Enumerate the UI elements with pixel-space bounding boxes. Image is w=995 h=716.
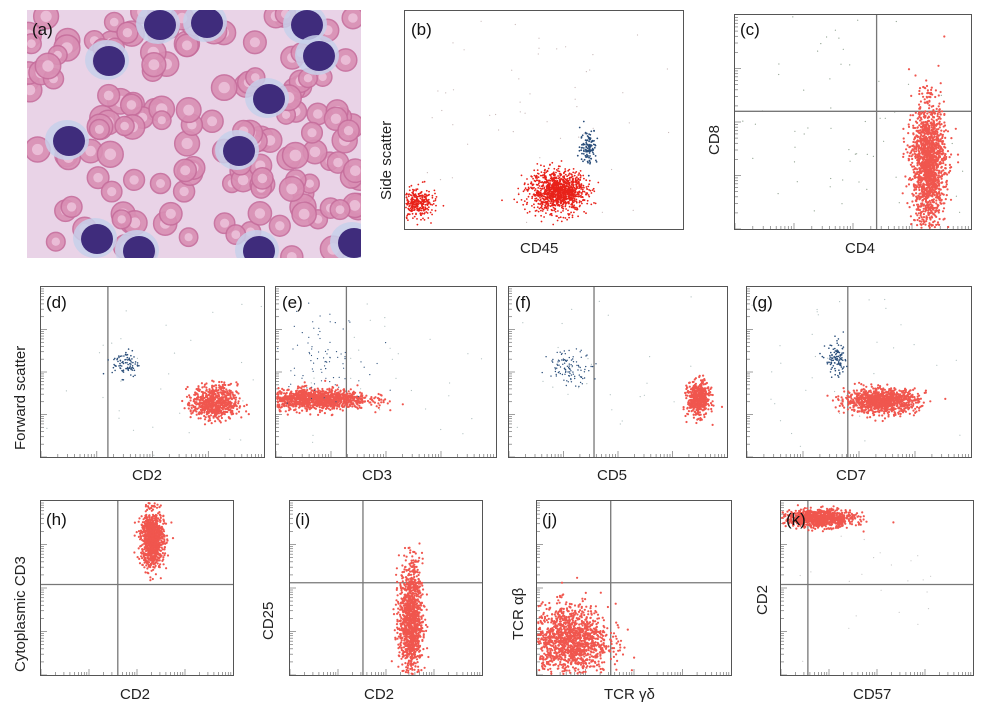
plot-frame-f — [508, 286, 728, 458]
blood-smear-drawing — [27, 10, 361, 258]
panel-label-i: (i) — [295, 510, 311, 529]
y-axis-label-i: CD25 — [260, 601, 277, 640]
axis-ticks — [41, 288, 262, 457]
plot-frame-h — [40, 500, 234, 676]
plot-frame-b — [404, 10, 684, 230]
population-other-cells — [576, 120, 599, 177]
axis-ticks — [290, 502, 481, 675]
panel-label-f: (f) — [515, 293, 532, 312]
scatter-plot-area — [41, 287, 262, 457]
population-cd7-positive — [826, 381, 947, 423]
plot-frame-k — [780, 500, 974, 676]
x-axis-label-b: CD45 — [520, 240, 559, 257]
panel-label-j: (j) — [542, 510, 558, 529]
population-cd2-positive — [181, 379, 250, 426]
population-other-cells — [102, 348, 140, 381]
y-axis-label-k: CD2 — [754, 584, 771, 615]
y-axis-label-b: Side scatter — [378, 120, 395, 200]
population-cd25-cells — [390, 542, 430, 675]
plot-frame-c — [734, 14, 972, 230]
x-axis-label-f: CD5 — [597, 467, 628, 484]
plot-frame-j — [536, 500, 732, 676]
panel-label-b: (b) — [411, 20, 432, 39]
background-events — [426, 20, 670, 223]
population-other-cells — [819, 331, 848, 378]
background-events — [751, 298, 961, 447]
x-axis-label-i: CD2 — [364, 686, 395, 703]
population-other-cells — [277, 302, 391, 404]
x-axis-label-e: CD3 — [362, 467, 393, 484]
blood-smear-image — [27, 10, 361, 258]
plot-frame-i — [289, 500, 483, 676]
panel-label-h: (h) — [46, 510, 67, 529]
population-tcr-negative — [537, 576, 636, 675]
plot-frame-e — [275, 286, 497, 458]
x-axis-label-j: TCR γδ — [604, 686, 655, 703]
axis-ticks — [276, 288, 494, 457]
x-axis-label-k: CD57 — [853, 686, 892, 703]
population-other-cells — [541, 348, 597, 388]
axis-ticks — [41, 502, 232, 675]
scatter-plot-area — [747, 287, 969, 457]
scatter-plot-area — [781, 501, 973, 675]
y-axis-label-d: Forward scatter — [12, 345, 29, 450]
panel-label-g: (g) — [752, 293, 773, 312]
panel-label-a: (a) — [32, 20, 53, 39]
x-axis-label-c: CD4 — [845, 240, 876, 257]
scatter-plot-area — [405, 20, 670, 226]
axis-ticks — [747, 288, 969, 457]
scatter-plot-area — [509, 287, 725, 457]
panel-label-e: (e) — [282, 293, 303, 312]
background-events — [799, 535, 932, 662]
population-cd4-positive — [901, 35, 960, 229]
background-events — [310, 303, 483, 443]
x-axis-label-g: CD7 — [836, 467, 867, 484]
background-events — [46, 303, 262, 456]
axis-ticks — [509, 288, 725, 457]
panel-label-d: (d) — [46, 293, 67, 312]
x-axis-label-d: CD2 — [132, 467, 163, 484]
population-lymphocytes-left — [405, 180, 445, 226]
population-cd2-positive-cd57-negative — [781, 504, 895, 533]
panel-label-c: (c) — [740, 20, 760, 39]
scatter-plot-area — [41, 501, 233, 675]
y-axis-label-c: CD8 — [706, 124, 723, 155]
scatter-plot-area — [735, 15, 971, 229]
panel-label-k: (k) — [786, 510, 806, 529]
plot-frame-g — [746, 286, 972, 458]
scatter-plot-area — [290, 501, 482, 675]
axis-ticks — [781, 502, 972, 675]
background-events — [742, 16, 964, 213]
y-axis-label-j: TCR αβ — [510, 587, 527, 640]
background-events — [516, 296, 695, 428]
population-cd5-positive — [682, 374, 724, 426]
population-cd3-negative — [276, 379, 404, 417]
y-axis-label-h: Cytoplasmic CD3 — [12, 556, 29, 672]
scatter-plot-area — [537, 501, 731, 675]
population-tumor-cells — [501, 160, 600, 226]
x-axis-label-h: CD2 — [120, 686, 151, 703]
plot-frame-d — [40, 286, 265, 458]
scatter-plot-area — [276, 287, 494, 457]
population-cyto-cd3-positive — [133, 502, 175, 582]
